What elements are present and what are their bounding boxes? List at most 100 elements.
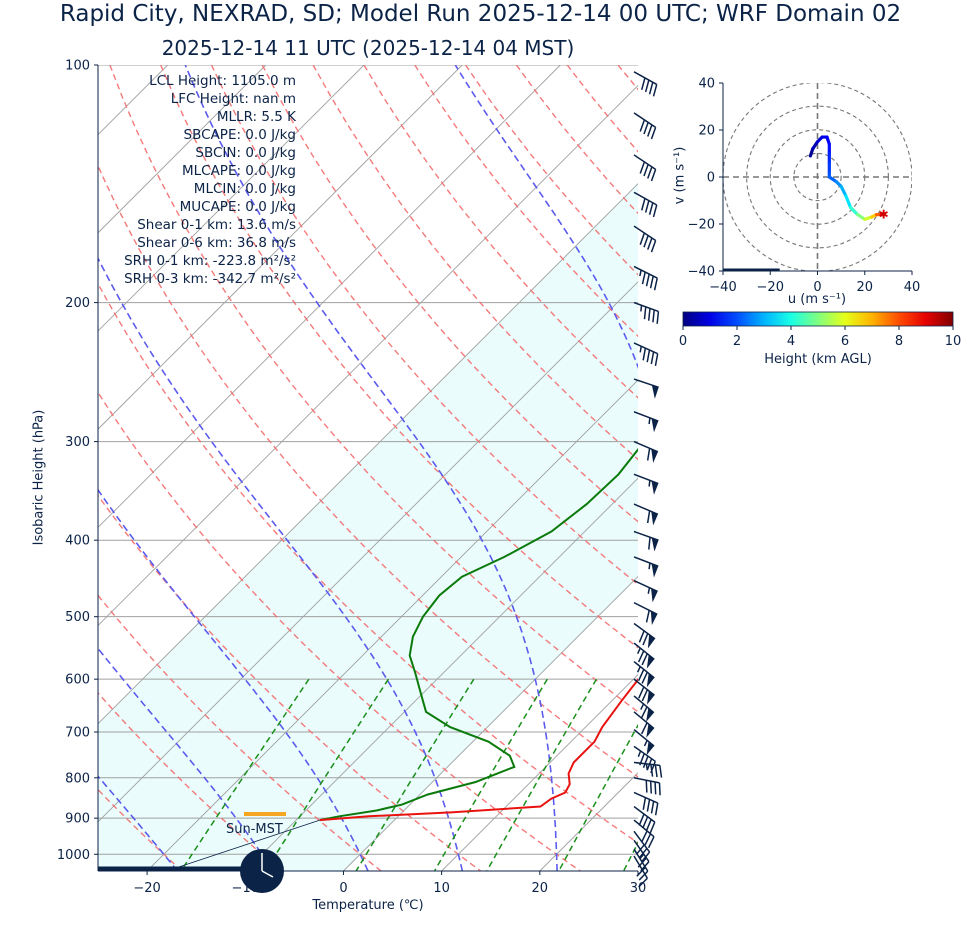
wind-barb (633, 848, 649, 881)
dry-adiabat (98, 594, 382, 871)
barb-flag (646, 654, 655, 669)
barb-full (640, 77, 646, 90)
dry-adiabat (617, 65, 638, 91)
wind-barb (633, 745, 657, 774)
barb-full (642, 797, 647, 810)
wind-barb (633, 711, 655, 738)
hodograph-y-tick-label: 0 (707, 171, 715, 186)
wind-barb (633, 777, 661, 796)
wind-barb (633, 225, 657, 253)
y-tick-label: 900 (65, 812, 90, 827)
dry-adiabat (261, 65, 638, 523)
barb-full (658, 782, 661, 796)
barb-full (637, 650, 645, 663)
hodograph-y-label: v (m s⁻¹) (672, 146, 688, 205)
barb-full (650, 240, 657, 253)
x-tick-label: 30 (630, 881, 647, 896)
barb-flag (646, 741, 655, 756)
mixing-ratio-line (622, 841, 638, 871)
param-shear-0-6: Shear 0-6 km: 36.8 m/s (137, 235, 296, 251)
temperature-profile (319, 678, 638, 822)
barb-flag (646, 723, 654, 738)
barb-half (643, 740, 648, 747)
hodograph-x-label: u (m s⁻¹) (787, 292, 847, 307)
isotherm-line (98, 84, 638, 627)
dry-adiabat (210, 65, 638, 586)
barb-full (643, 122, 649, 135)
wind-barb (633, 301, 660, 324)
barb-flag (651, 563, 659, 578)
barb-full (646, 349, 651, 363)
barb-full (654, 353, 659, 367)
barb-full (645, 780, 648, 793)
colorbar-tick-label: 0 (679, 334, 687, 349)
barb-flag (646, 673, 655, 688)
barb-full (649, 275, 654, 289)
y-tick-label: 100 (65, 59, 90, 74)
barb-staff (633, 602, 658, 615)
param-mlcin: MLCIN: 0.0 J/kg (193, 181, 296, 197)
isotherm-line (98, 65, 267, 234)
param-sbcin: SBCIN: 0.0 J/kg (195, 145, 296, 161)
barb-full (652, 204, 658, 218)
param-mucape: MUCAPE: 0.0 J/kg (179, 199, 296, 215)
barb-full (638, 686, 645, 699)
moist-adiabat (98, 647, 275, 871)
y-tick-label: 200 (65, 296, 90, 311)
mixing-ratio-line (558, 723, 638, 871)
dry-adiabat (669, 65, 961, 871)
barb-staff (633, 411, 659, 422)
barb-half (636, 666, 641, 673)
mixing-ratio-line (355, 678, 475, 871)
barb-flag (651, 511, 658, 526)
barb-full (643, 164, 649, 177)
wind-barb (633, 602, 658, 626)
barb-full (653, 277, 658, 291)
hodograph-y-tick-label: 40 (698, 77, 715, 92)
wind-barb (633, 819, 655, 849)
sun-label: Sun-MST (226, 822, 283, 837)
barb-full (641, 689, 649, 702)
x-tick-label: 0 (339, 881, 347, 896)
dry-adiabat (312, 65, 638, 461)
barb-full (649, 821, 656, 834)
wind-barb (633, 112, 657, 140)
barb-half (639, 853, 645, 860)
barb-full (647, 124, 653, 137)
colorbar-tick-label: 10 (945, 334, 961, 349)
barb-full (648, 537, 651, 550)
barb-full (639, 753, 645, 766)
barb-full (647, 237, 653, 250)
colorbar-tick-label: 4 (787, 334, 795, 349)
wind-barb (633, 678, 655, 705)
wind-barb (633, 791, 659, 816)
barb-full (641, 271, 646, 285)
barb-full (639, 119, 646, 132)
hodograph-segment (844, 194, 853, 210)
param-mlcape: MLCAPE: 0.0 J/kg (181, 163, 296, 179)
barb-flag (651, 448, 658, 463)
barb-full (656, 311, 660, 324)
dry-adiabat (363, 65, 638, 399)
y-tick-label: 600 (65, 673, 90, 688)
barb-full (642, 633, 649, 646)
isotherm-line (736, 65, 961, 871)
param-srh-0-3: SRH 0-3 km: -342.7 m²/s² (124, 271, 296, 287)
mixing-ratio-line (433, 678, 548, 871)
barb-staff (633, 579, 658, 593)
param-srh-0-1: SRH 0-1 km: -223.8 m²/s² (124, 253, 296, 269)
barb-full (638, 870, 649, 881)
wind-barb (633, 191, 658, 218)
isotherm-line (98, 65, 365, 332)
moist-adiabat (98, 775, 179, 871)
barb-full (637, 669, 645, 681)
y-tick-label: 500 (65, 610, 90, 625)
barb-full (641, 722, 648, 735)
barb-flag (650, 611, 658, 626)
barb-full (646, 510, 651, 524)
hodograph-x-tick-label: 20 (856, 280, 873, 295)
colorbar-tick-label: 6 (841, 334, 849, 349)
isotherm-line (98, 65, 561, 529)
x-tick-label: 10 (433, 881, 450, 896)
barb-full (643, 306, 647, 320)
